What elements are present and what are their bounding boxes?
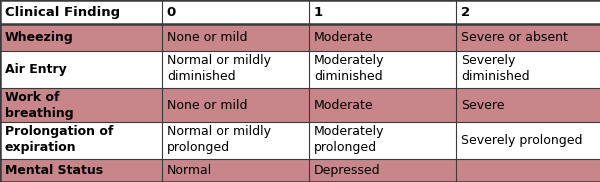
Bar [162, 0, 309, 24]
Bar [0, 0, 162, 24]
Bar [456, 51, 600, 88]
Text: Work of
breathing: Work of breathing [5, 91, 73, 120]
Bar [309, 122, 456, 159]
Bar [162, 159, 309, 182]
Bar [0, 159, 162, 182]
Text: 2: 2 [461, 6, 470, 19]
Text: Moderately
prolonged: Moderately prolonged [314, 125, 385, 155]
Bar [162, 88, 309, 122]
Text: Depressed: Depressed [314, 164, 380, 177]
Bar [162, 51, 309, 88]
Text: Moderate: Moderate [314, 99, 373, 112]
Text: Mental Status: Mental Status [5, 164, 103, 177]
Text: Clinical Finding: Clinical Finding [5, 6, 120, 19]
Bar [456, 159, 600, 182]
Text: Moderate: Moderate [314, 31, 373, 44]
Bar [309, 159, 456, 182]
Bar [0, 88, 162, 122]
Text: None or mild: None or mild [167, 31, 247, 44]
Bar [0, 24, 162, 51]
Bar [309, 88, 456, 122]
Text: Normal or mildly
prolonged: Normal or mildly prolonged [167, 125, 271, 155]
Bar [456, 122, 600, 159]
Bar [456, 24, 600, 51]
Text: Severe: Severe [461, 99, 504, 112]
Text: Normal or mildly
diminished: Normal or mildly diminished [167, 54, 271, 83]
Bar [309, 0, 456, 24]
Text: Moderately
diminished: Moderately diminished [314, 54, 385, 83]
Text: Severe or absent: Severe or absent [461, 31, 568, 44]
Bar [162, 122, 309, 159]
Text: Severely
diminished: Severely diminished [461, 54, 529, 83]
Bar [456, 88, 600, 122]
Text: 1: 1 [314, 6, 323, 19]
Text: Wheezing: Wheezing [5, 31, 74, 44]
Bar [0, 122, 162, 159]
Bar [456, 0, 600, 24]
Text: Prolongation of
expiration: Prolongation of expiration [5, 125, 113, 155]
Bar [162, 24, 309, 51]
Text: None or mild: None or mild [167, 99, 247, 112]
Text: Air Entry: Air Entry [5, 63, 67, 76]
Text: Severely prolonged: Severely prolonged [461, 134, 582, 147]
Bar [309, 51, 456, 88]
Bar [309, 24, 456, 51]
Text: Normal: Normal [167, 164, 212, 177]
Bar [0, 51, 162, 88]
Text: 0: 0 [167, 6, 176, 19]
